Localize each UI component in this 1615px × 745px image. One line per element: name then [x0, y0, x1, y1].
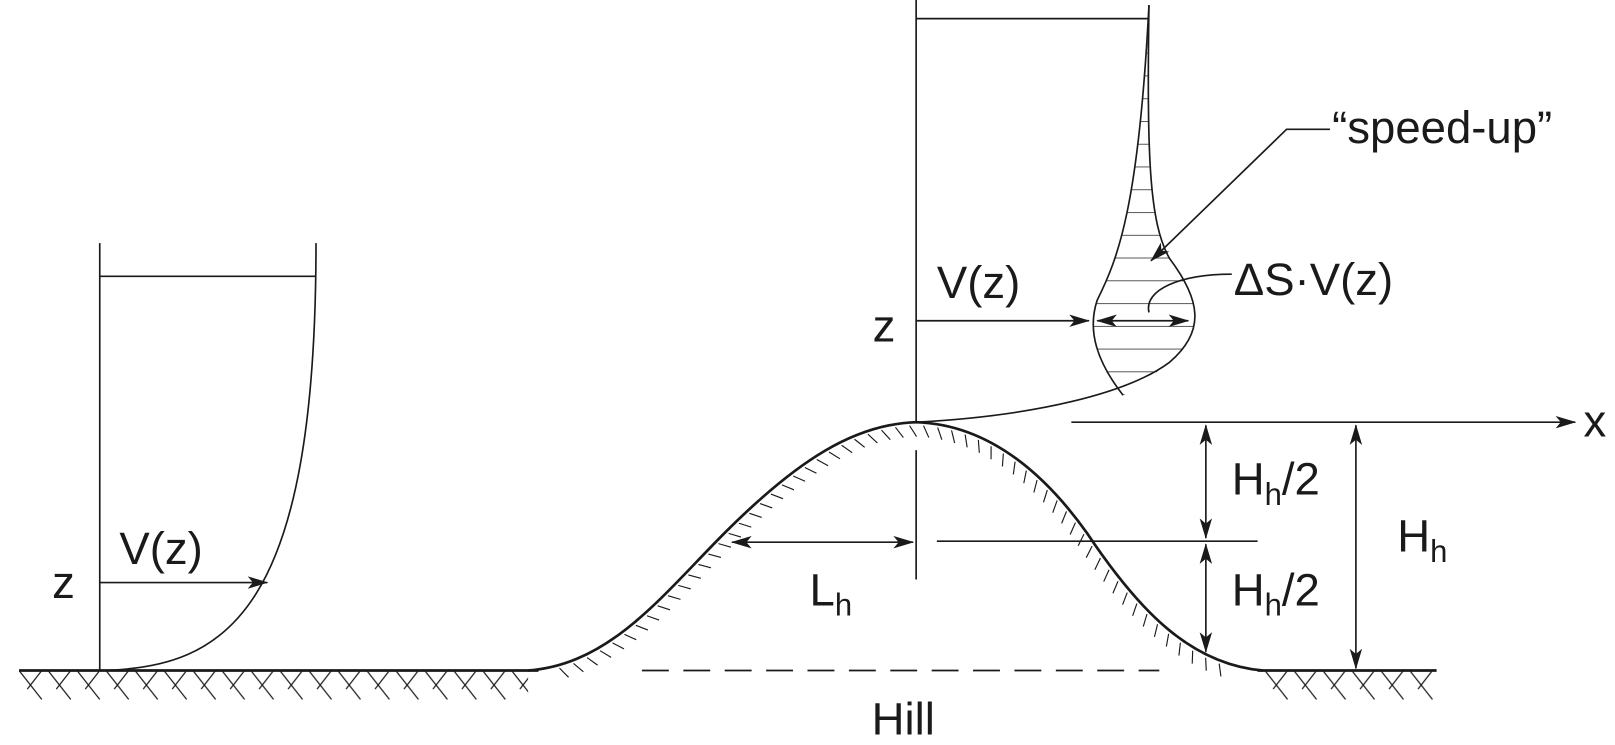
hatch-stroke: [781, 484, 795, 491]
label-tail: /2: [1282, 454, 1320, 505]
hill-label: Hill: [872, 694, 935, 745]
hatch-stroke: [816, 458, 829, 467]
hatch-stroke: [909, 425, 918, 437]
hatch-stroke: [1052, 500, 1058, 513]
hatch-stroke: [1132, 603, 1138, 616]
label-subscript: h: [1430, 534, 1447, 569]
hatch-stroke: [646, 615, 660, 621]
hatch-stroke: [1033, 479, 1038, 493]
hatch-stroke: [841, 444, 853, 454]
hatch-stroke: [688, 574, 702, 579]
speed-up-hatch: [1093, 5, 1195, 396]
base-velocity-profile: [1092, 5, 1150, 396]
label-main: H: [1232, 454, 1265, 505]
label-subscript: h: [1265, 477, 1282, 512]
hatch-stroke: [759, 503, 773, 509]
left-height-label: z: [52, 557, 75, 608]
increment-label: ΔS·V(z): [1234, 254, 1393, 305]
hatch-stroke: [657, 605, 671, 611]
half-height-label-lower: Hh/2: [1232, 564, 1320, 622]
hatch-stroke: [718, 543, 732, 548]
hatch-stroke: [1069, 522, 1076, 535]
hatch-stroke: [749, 512, 762, 518]
hatch-stroke: [1061, 511, 1068, 524]
hatch-stroke: [1094, 557, 1101, 570]
ground-hatch: [19, 671, 529, 701]
hatch-stroke: [977, 439, 980, 453]
hatch-stroke: [895, 426, 904, 438]
hatch-stroke: [559, 667, 569, 678]
hatch-stroke: [1205, 657, 1207, 671]
hatch-stroke: [1142, 613, 1148, 627]
hatch-stroke: [923, 425, 930, 438]
hatch-stroke: [1077, 533, 1085, 547]
right-velocity-profile: [916, 5, 1196, 423]
hatch-stroke: [1103, 569, 1110, 582]
hatch-stroke: [951, 430, 956, 444]
hatch-stroke: [1178, 642, 1181, 656]
half-length-label: Lh: [810, 564, 853, 622]
speed-up-label: “speed-up”: [1332, 102, 1552, 153]
hatch-stroke: [573, 663, 584, 673]
left-velocity-profile: [99, 243, 317, 672]
height-label: Hh: [1397, 511, 1447, 569]
half-height-label-upper: Hh/2: [1232, 454, 1320, 512]
label-main: L: [810, 564, 835, 615]
hatch-stroke: [678, 584, 691, 590]
label-main: H: [1397, 511, 1430, 562]
hatch-stroke: [854, 438, 866, 448]
hatch-stroke: [828, 451, 841, 460]
hatch-stroke: [612, 642, 625, 650]
hatch-stroke: [793, 475, 806, 482]
label-subscript: h: [835, 588, 852, 623]
hatch-stroke: [964, 434, 968, 448]
label-subscript: h: [1265, 588, 1282, 623]
hatch-stroke: [586, 657, 598, 666]
left-velocity-label: V(z): [119, 523, 202, 574]
hatch-stroke: [738, 522, 752, 528]
hatch-stroke: [624, 633, 637, 641]
hill-hatch: [559, 425, 1222, 678]
hatch-stroke: [937, 427, 943, 440]
hatch-stroke: [708, 553, 722, 558]
hatch-stroke: [1001, 453, 1004, 467]
hatch-stroke: [804, 466, 817, 474]
label-main: H: [1232, 564, 1265, 615]
hatch-stroke: [599, 650, 612, 658]
hatch-stroke: [770, 493, 784, 500]
hatch-stroke: [867, 433, 878, 444]
hatch-stroke: [1153, 624, 1159, 637]
label-tail: /2: [1282, 564, 1320, 615]
hatch-stroke: [1012, 461, 1016, 475]
hatch-stroke: [1042, 489, 1048, 503]
hatch-stroke: [1112, 581, 1119, 594]
ground-hatch: [1262, 671, 1437, 701]
hatch-stroke: [1218, 663, 1222, 677]
hatch-stroke: [635, 624, 649, 631]
speed-up-leader: [1150, 128, 1331, 262]
hatch-stroke: [667, 595, 681, 600]
increment-leader: [1147, 273, 1232, 313]
hatch-stroke: [1023, 470, 1027, 484]
hatch-stroke: [1085, 545, 1093, 558]
hill-surface: [528, 420, 1263, 672]
hatch-stroke: [1122, 592, 1128, 605]
hatch-stroke: [728, 532, 742, 538]
hatch-stroke: [881, 429, 891, 441]
right-height-label: z: [873, 300, 896, 351]
right-velocity-label: V(z): [937, 257, 1020, 308]
x-axis-label: x: [1584, 396, 1607, 447]
hatch-stroke: [1165, 633, 1170, 647]
hatch-stroke: [698, 563, 712, 569]
